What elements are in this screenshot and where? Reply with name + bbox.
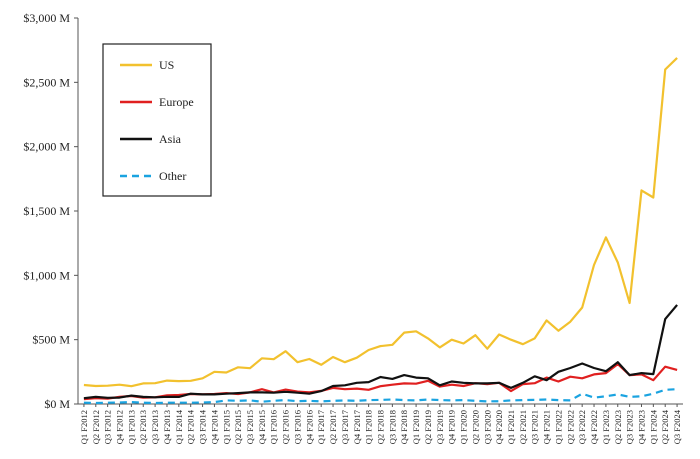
series-line-us — [83, 57, 678, 388]
x-tick-label: Q3 F2022 — [577, 410, 587, 444]
series-line-asia — [83, 304, 678, 400]
x-tick-label: Q2 F2018 — [376, 410, 386, 444]
x-tick-label: Q3 F2015 — [245, 410, 255, 444]
legend-label-asia: Asia — [159, 132, 182, 146]
x-axis: Q1 F2012 Q2 F2012 Q3 F2012 Q4 F2012 Q1 F2013… — [78, 403, 683, 444]
x-tick-label: Q1 F2021 — [506, 410, 516, 444]
x-tick-label: Q2 F2020 — [470, 410, 480, 444]
x-tick-label: Q4 F2013 — [162, 410, 172, 444]
x-tick-label: Q4 F2021 — [542, 410, 552, 444]
x-tick-label: Q4 F2018 — [399, 410, 409, 444]
series-line-europe — [83, 363, 678, 401]
x-tick-label: Q3 F2017 — [340, 410, 350, 444]
x-tick-label: Q1 F2015 — [221, 410, 231, 444]
y-tick-label: $1,500 M — [23, 204, 70, 218]
x-tick-label: Q3 F2016 — [292, 410, 302, 444]
legend: US Europe Asia Other — [102, 43, 212, 197]
x-tick-label: Q4 F2012 — [115, 410, 125, 444]
x-tick-label: Q1 F2017 — [316, 410, 326, 444]
x-tick-label: Q1 F2016 — [269, 410, 279, 444]
y-tick-label: $2,500 M — [23, 75, 70, 89]
x-tick-label: Q1 F2019 — [411, 410, 421, 444]
x-tick-label: Q2 F2013 — [138, 410, 148, 444]
x-tick-label: Q2 F2024 — [660, 409, 670, 444]
x-tick-label: Q4 F2016 — [304, 410, 314, 444]
x-tick-label: Q4 F2020 — [494, 410, 504, 444]
series-line-other — [83, 388, 678, 405]
x-tick-label: Q2 F2023 — [613, 410, 623, 444]
legend-box — [102, 43, 212, 197]
legend-label-other: Other — [159, 169, 186, 183]
y-axis: $0 M $500 M $1,000 M $1,500 M $2,000 M $2,500… — [23, 11, 79, 411]
x-tick-label: Q3 F2014 — [198, 409, 208, 444]
x-tick-label: Q2 F2019 — [423, 410, 433, 444]
x-tick-label: Q2 F2014 — [186, 409, 196, 444]
x-tick-label: Q2 F2021 — [518, 410, 528, 444]
x-tick-label: Q2 F2015 — [233, 410, 243, 444]
y-tick-label: $1,000 M — [23, 268, 70, 282]
x-tick-label: Q1 F2022 — [553, 410, 563, 444]
x-tick-label: Q3 F2024 — [672, 409, 682, 444]
x-tick-label: Q2 F2017 — [328, 410, 338, 444]
x-tick-label: Q3 F2020 — [482, 410, 492, 444]
x-tick-label: Q3 F2021 — [530, 410, 540, 444]
series-lines — [83, 57, 678, 405]
x-tick-label: Q1 F2014 — [174, 409, 184, 444]
x-tick-label: Q3 F2013 — [150, 410, 160, 444]
x-tick-label: Q1 F2013 — [126, 410, 136, 444]
x-tick-label: Q1 F2018 — [364, 410, 374, 444]
x-tick-label: Q1 F2023 — [601, 410, 611, 444]
x-tick-label: Q2 F2012 — [91, 410, 101, 444]
x-tick-label: Q3 F2023 — [625, 410, 635, 444]
x-tick-label: Q4 F2017 — [352, 410, 362, 444]
x-tick-label: Q1 F2024 — [648, 409, 658, 444]
x-tick-label: Q1 F2012 — [79, 410, 89, 444]
x-tick-label: Q2 F2022 — [565, 410, 575, 444]
x-tick-label: Q4 F2023 — [636, 410, 646, 444]
x-tick-label: Q3 F2012 — [103, 410, 113, 444]
x-tick-label: Q4 F2022 — [589, 410, 599, 444]
y-tick-label: $500 M — [32, 333, 70, 347]
x-tick-label: Q2 F2016 — [281, 410, 291, 444]
x-tick-label: Q1 F2020 — [459, 410, 469, 444]
legend-label-europe: Europe — [159, 95, 194, 109]
x-tick-label: Q3 F2018 — [387, 410, 397, 444]
y-tick-label: $0 M — [44, 397, 70, 411]
x-tick-label: Q4 F2014 — [209, 409, 219, 444]
y-tick-label: $2,000 M — [23, 140, 70, 154]
y-tick-label: $3,000 M — [23, 11, 70, 25]
x-tick-label: Q3 F2019 — [435, 410, 445, 444]
legend-label-us: US — [159, 58, 174, 72]
x-tick-label: Q4 F2019 — [447, 410, 457, 444]
x-tick-label: Q4 F2015 — [257, 410, 267, 444]
